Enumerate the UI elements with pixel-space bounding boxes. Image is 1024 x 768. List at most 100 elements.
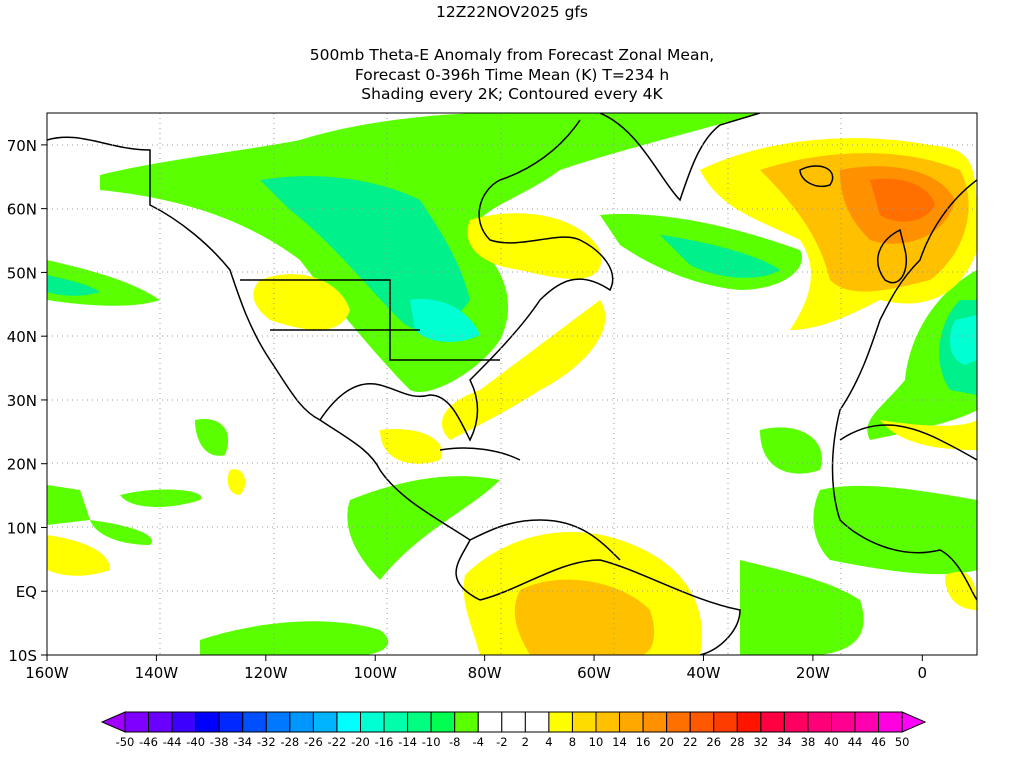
coastlines xyxy=(47,113,977,655)
colorbar-label: 10 xyxy=(589,735,604,749)
colorbar-label: -10 xyxy=(422,735,441,749)
colorbar-swatch xyxy=(195,711,220,733)
colorbar-swatch xyxy=(289,711,314,733)
lat-label: 30N xyxy=(7,392,37,410)
colorbar-swatch xyxy=(407,711,432,733)
title-line-3: Forecast 0-396h Time Mean (K) T=234 h xyxy=(354,66,670,84)
colorbar-label: -46 xyxy=(139,735,158,749)
colorbar-swatch xyxy=(312,711,338,733)
lat-label: 10N xyxy=(7,519,37,537)
colorbar-swatch xyxy=(736,711,762,733)
colorbar-swatch xyxy=(689,711,715,733)
colorbar-label: -4 xyxy=(473,735,484,749)
colorbar-label: 44 xyxy=(848,735,863,749)
lon-label: 100W xyxy=(354,664,398,682)
colorbar-label: -32 xyxy=(257,735,276,749)
colorbar-label: -50 xyxy=(116,735,135,749)
colorbar-label: 38 xyxy=(801,735,816,749)
colorbar-swatch xyxy=(124,711,150,733)
colorbar-swatch xyxy=(854,711,880,733)
colorbar-label: 20 xyxy=(659,735,674,749)
colorbar-swatch xyxy=(265,711,291,733)
colorbar-swatch xyxy=(783,711,809,733)
colorbar-label: -2 xyxy=(496,735,507,749)
colorbar-swatch xyxy=(242,711,267,733)
colorbar-swatch xyxy=(336,711,362,733)
title-line-4: Shading every 2K; Contoured every 4K xyxy=(361,85,663,103)
colorbar-label: 8 xyxy=(569,735,576,749)
colorbar-label: -26 xyxy=(304,735,323,749)
colorbar-swatch xyxy=(218,711,244,733)
colorbar-label: -28 xyxy=(280,735,299,749)
colorbar: -50 -46 -44 -40 -38 -34 -32 -28 -26 -22 -20 -16 -14-… xyxy=(100,711,927,749)
lat-label: 70N xyxy=(7,137,37,155)
colorbar-swatch xyxy=(548,711,573,733)
colorbar-swatch xyxy=(148,711,173,733)
colorbar-label: -38 xyxy=(210,735,229,749)
colorbar-swatch xyxy=(760,711,785,733)
lat-label: 50N xyxy=(7,264,37,282)
colorbar-label: 28 xyxy=(730,735,745,749)
colorbar-swatch xyxy=(571,711,597,733)
colorbar-label: -40 xyxy=(186,735,205,749)
colorbar-swatch xyxy=(807,711,833,733)
colorbar-label: 46 xyxy=(871,735,886,749)
lon-label: 60W xyxy=(577,664,611,682)
colorbar-label: 22 xyxy=(683,735,698,749)
colorbar-label: -44 xyxy=(163,735,182,749)
colorbar-label: 32 xyxy=(754,735,769,749)
colorbar-swatch xyxy=(713,711,738,733)
colorbar-label: 34 xyxy=(777,735,792,749)
colorbar-label: 26 xyxy=(706,735,721,749)
lon-label: 0 xyxy=(918,664,928,682)
colorbar-label: -20 xyxy=(351,735,370,749)
title-line-2: 500mb Theta-E Anomaly from Forecast Zona… xyxy=(309,46,715,64)
red-orange-shading xyxy=(870,178,935,222)
colorbar-label: -16 xyxy=(375,735,394,749)
colorbar-swatch xyxy=(477,711,503,733)
colorbar-label: 14 xyxy=(612,735,627,749)
colorbar-swatch xyxy=(619,711,644,733)
colorbar-swatch xyxy=(501,711,526,733)
colorbar-label: 40 xyxy=(824,735,839,749)
colorbar-label: 2 xyxy=(522,735,529,749)
gridlines xyxy=(47,113,977,655)
colorbar-swatch xyxy=(430,711,456,733)
colorbar-label: -34 xyxy=(233,735,252,749)
colorbar-label: 4 xyxy=(545,735,552,749)
lat-label: EQ xyxy=(16,583,37,601)
lat-label: 60N xyxy=(7,201,37,219)
colorbar-swatch xyxy=(171,711,197,733)
lon-label: 140W xyxy=(135,664,179,682)
lat-label: 10S xyxy=(8,647,37,665)
colorbar-swatch xyxy=(360,711,385,733)
colorbar-swatch xyxy=(595,711,621,733)
colorbar-swatch xyxy=(666,711,691,733)
lon-label: 20W xyxy=(796,664,830,682)
colorbar-label: 16 xyxy=(636,735,651,749)
title-line-1: 12Z22NOV2025 gfs xyxy=(436,3,588,21)
colorbar-swatch xyxy=(642,711,668,733)
colorbar-swatch xyxy=(454,711,479,733)
positive-anomaly-shading-cyan xyxy=(410,299,977,365)
colorbar-swatch xyxy=(878,711,903,733)
colorbar-swatch xyxy=(524,711,550,733)
lon-label: 160W xyxy=(25,664,69,682)
colorbar-swatch xyxy=(383,711,409,733)
lon-label: 40W xyxy=(687,664,721,682)
lat-label: 40N xyxy=(7,328,37,346)
lon-label: 80W xyxy=(468,664,502,682)
lat-label: 20N xyxy=(7,456,37,474)
colorbar-high-arrow xyxy=(901,711,927,733)
colorbar-label: -8 xyxy=(449,735,460,749)
lon-label: 120W xyxy=(244,664,288,682)
colorbar-low-arrow xyxy=(100,711,126,733)
shading-layer xyxy=(47,113,977,655)
map-frame xyxy=(46,112,978,656)
colorbar-label: -22 xyxy=(328,735,347,749)
colorbar-swatch xyxy=(831,711,856,733)
positive-anomaly-shading-teal xyxy=(47,176,977,395)
colorbar-label: 50 xyxy=(895,735,910,749)
